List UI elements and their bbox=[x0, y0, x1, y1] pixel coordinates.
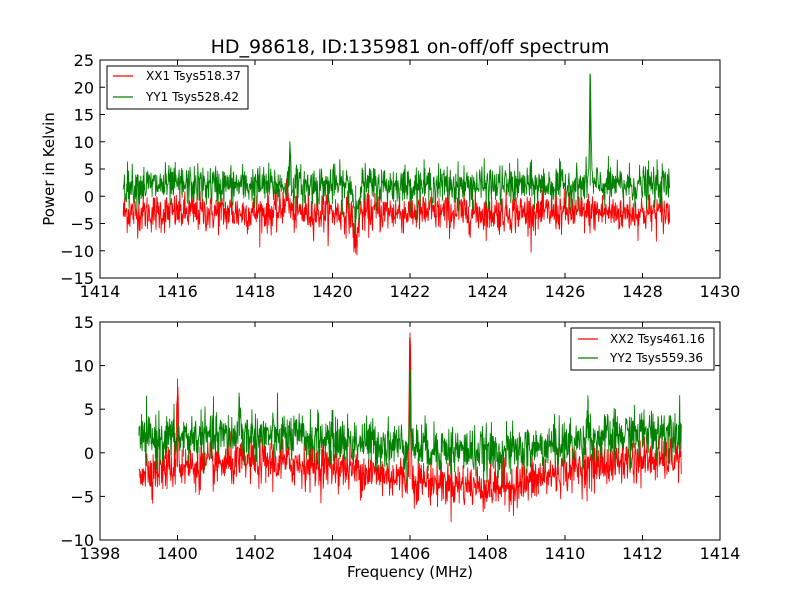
x-tick-label: 1406 bbox=[390, 544, 431, 563]
bottom-axis-ticks: 1398 1400 1402 1404 1406 1408 1410 1412 1414 −10 −… bbox=[60, 313, 740, 563]
bottom-legend-entry-yy2: YY2 Tsys559.36 bbox=[609, 351, 703, 365]
top-legend-entry-xx1: XX1 Tsys518.37 bbox=[146, 69, 241, 83]
x-tick-label: 1414 bbox=[80, 282, 121, 301]
x-tick-label: 1410 bbox=[545, 544, 586, 563]
series-line-yy1 bbox=[122, 73, 671, 234]
x-tick-label: 1426 bbox=[545, 282, 586, 301]
y-tick-label: 5 bbox=[84, 160, 94, 179]
y-tick-label: 10 bbox=[74, 133, 94, 152]
x-tick-label: 1414 bbox=[700, 544, 741, 563]
bottom-subplot: Frequency (MHz) 1398 1400 1402 1404 1406 1408… bbox=[60, 313, 740, 581]
y-tick-label: 0 bbox=[84, 187, 94, 206]
y-tick-label: −10 bbox=[60, 242, 94, 261]
x-tick-label: 1422 bbox=[390, 282, 431, 301]
y-tick-label: 5 bbox=[84, 400, 94, 419]
x-tick-label: 1398 bbox=[80, 544, 121, 563]
y-tick-label: −15 bbox=[60, 269, 94, 288]
x-tick-label: 1430 bbox=[700, 282, 741, 301]
x-tick-label: 1412 bbox=[622, 544, 663, 563]
x-tick-label: 1424 bbox=[467, 282, 508, 301]
bottom-legend: XX2 Tsys461.16 YY2 Tsys559.36 bbox=[570, 327, 715, 371]
top-legend-entry-yy1: YY1 Tsys528.42 bbox=[145, 90, 239, 104]
top-axis-ticks: 1414 1416 1418 1420 1422 1424 1426 1428 1430 −15 −… bbox=[60, 51, 740, 301]
x-tick-label: 1402 bbox=[235, 544, 276, 563]
top-subplot: HD_98618, ID:135981 on-off/off spectrum … bbox=[40, 36, 740, 301]
bottom-plot-series bbox=[138, 332, 682, 523]
x-tick-label: 1400 bbox=[157, 544, 198, 563]
x-tick-label: 1416 bbox=[157, 282, 198, 301]
top-legend-box bbox=[106, 65, 249, 110]
bottom-legend-entry-xx2: XX2 Tsys461.16 bbox=[610, 332, 705, 346]
x-tick-label: 1418 bbox=[235, 282, 276, 301]
top-y-axis-label: Power in Kelvin bbox=[40, 112, 58, 226]
bottom-legend-box bbox=[570, 327, 715, 371]
y-tick-label: 0 bbox=[84, 444, 94, 463]
y-tick-label: 10 bbox=[74, 357, 94, 376]
y-tick-label: 15 bbox=[74, 106, 94, 125]
top-plot-series bbox=[122, 73, 671, 256]
top-plot-frame bbox=[99, 59, 721, 279]
x-tick-label: 1408 bbox=[467, 544, 508, 563]
top-legend: XX1 Tsys518.37 YY1 Tsys528.42 bbox=[106, 65, 249, 110]
x-tick-label: 1420 bbox=[312, 282, 353, 301]
top-chart-title: HD_98618, ID:135981 on-off/off spectrum bbox=[211, 36, 610, 58]
series-line-yy2 bbox=[138, 370, 682, 490]
x-tick-label: 1404 bbox=[312, 544, 353, 563]
y-tick-label: 15 bbox=[74, 313, 94, 332]
y-tick-label: 20 bbox=[74, 78, 94, 97]
x-tick-label: 1428 bbox=[622, 282, 663, 301]
bottom-x-axis-label: Frequency (MHz) bbox=[347, 563, 473, 581]
y-tick-label: −10 bbox=[60, 531, 94, 550]
bottom-plot-frame bbox=[99, 321, 721, 541]
y-tick-label: 25 bbox=[74, 51, 94, 70]
y-tick-label: −5 bbox=[70, 215, 94, 234]
y-tick-label: −5 bbox=[70, 487, 94, 506]
